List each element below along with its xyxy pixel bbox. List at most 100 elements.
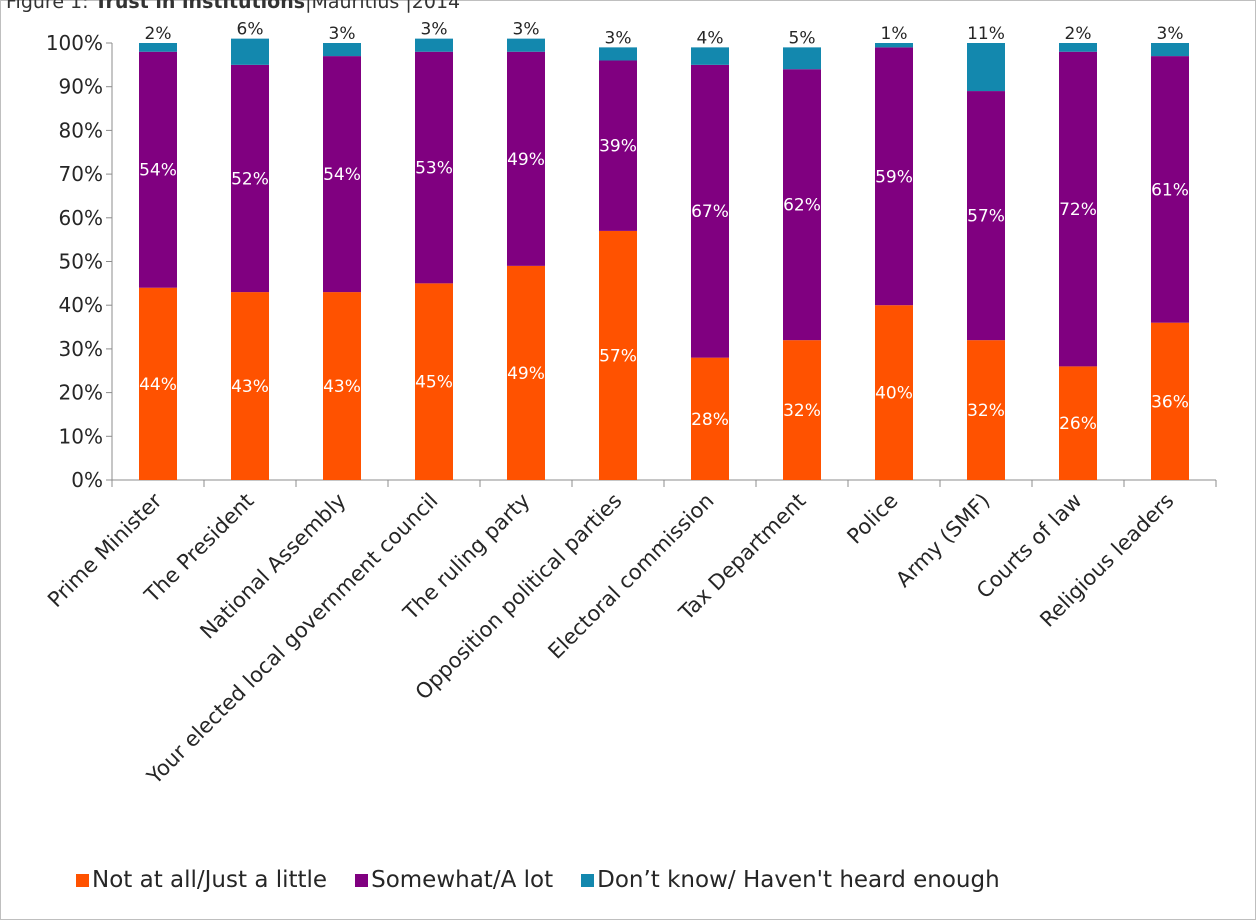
bar-segment xyxy=(783,340,821,480)
data-label: 54% xyxy=(139,161,177,181)
data-label: 1% xyxy=(881,24,908,44)
stacked-bar-chart: 0% 10% 20% 30% 40% 50% 60% 70% 80% 90% 100% 44% 54% 2… xyxy=(43,20,1217,789)
legend-label: Don’t know/ Haven't heard enough xyxy=(597,867,1000,893)
bar-segment xyxy=(875,43,913,48)
bar-segment xyxy=(1151,322,1189,480)
bar-segment xyxy=(507,38,545,52)
legend-label: Somewhat/A lot xyxy=(371,867,554,893)
bar-segment xyxy=(231,38,269,65)
bar-segment xyxy=(691,357,729,480)
data-label: 57% xyxy=(967,207,1005,227)
data-label: 53% xyxy=(415,159,453,179)
y-tick-label: 90% xyxy=(59,75,103,99)
data-label: 61% xyxy=(1151,180,1189,200)
y-tick-label: 50% xyxy=(59,250,103,274)
bar-segment xyxy=(1059,366,1097,480)
data-label: 59% xyxy=(875,167,913,187)
data-label: 3% xyxy=(421,20,448,40)
legend-swatch xyxy=(76,873,89,887)
data-label: 39% xyxy=(599,137,637,157)
figure-label: Figure 1: xyxy=(6,0,89,13)
figure-title-text: Trust in institutions xyxy=(94,0,306,13)
bar-segment xyxy=(691,64,729,358)
data-label: 2% xyxy=(1065,24,1092,44)
bar-segment xyxy=(967,91,1005,341)
data-label: 43% xyxy=(323,377,361,397)
y-tick-label: 70% xyxy=(59,162,103,186)
bar-segment xyxy=(231,292,269,480)
x-tick-label: Electoral commission xyxy=(543,489,718,664)
data-label: 6% xyxy=(237,20,264,40)
data-label: 49% xyxy=(507,364,545,384)
data-label: 49% xyxy=(507,150,545,170)
legend-label: Not at all/Just a little xyxy=(92,867,328,893)
bar-segment xyxy=(967,340,1005,480)
figure-subtitle: Mauritius xyxy=(311,0,400,13)
bar-segment xyxy=(415,38,453,52)
x-tick-label: Police xyxy=(842,489,902,549)
data-label: 5% xyxy=(789,28,816,48)
bar-segment xyxy=(599,47,637,61)
bar-segment xyxy=(691,47,729,65)
bar-segment xyxy=(1059,43,1097,52)
bar-segment xyxy=(415,283,453,480)
data-label: 28% xyxy=(691,410,729,430)
y-tick-label: 40% xyxy=(59,293,103,317)
data-label: 67% xyxy=(691,202,729,222)
bar-segment xyxy=(967,43,1005,92)
data-label: 26% xyxy=(1059,414,1097,434)
legend-swatch xyxy=(355,873,369,887)
data-label: 62% xyxy=(783,196,821,216)
data-label: 32% xyxy=(783,401,821,421)
figure-year: 2014 xyxy=(411,0,461,13)
bar-segment xyxy=(139,287,177,480)
data-label: 72% xyxy=(1059,200,1097,220)
bar-segment xyxy=(1151,43,1189,57)
bar-segment xyxy=(783,69,821,341)
bar-segment xyxy=(599,60,637,231)
y-tick-label: 80% xyxy=(59,118,103,142)
bar-segment xyxy=(783,47,821,70)
bar-segment xyxy=(507,51,545,266)
bar-segment xyxy=(231,64,269,293)
bar-segment xyxy=(875,47,913,306)
bar-segment xyxy=(323,43,361,57)
y-tick-label: 30% xyxy=(59,337,103,361)
y-tick-label: 0% xyxy=(71,468,103,492)
data-label: 44% xyxy=(139,375,177,395)
data-label: 2% xyxy=(145,24,172,44)
data-label: 4% xyxy=(697,28,724,48)
data-label: 40% xyxy=(875,384,913,404)
data-label: 52% xyxy=(231,169,269,189)
bar-segment xyxy=(323,56,361,293)
data-label: 3% xyxy=(605,28,632,48)
data-label: 54% xyxy=(323,165,361,185)
data-label: 3% xyxy=(1157,24,1184,44)
bar-segment xyxy=(599,230,637,480)
bar-segment xyxy=(875,305,913,480)
bar-segment xyxy=(323,292,361,480)
x-tick-label: Army (SMF) xyxy=(891,489,994,592)
y-tick-label: 10% xyxy=(59,424,103,448)
data-label: 11% xyxy=(967,24,1005,44)
legend-item: Not at all/Just a little xyxy=(76,867,327,893)
bar-segment xyxy=(139,51,177,288)
y-tick-label: 20% xyxy=(59,381,103,405)
bar-segment xyxy=(507,265,545,480)
legend-item: Don’t know/ Haven't heard enough xyxy=(581,867,1000,893)
data-label: 32% xyxy=(967,401,1005,421)
chart-legend: Not at all/Just a little Somewhat/A lot Do… xyxy=(76,867,1000,893)
data-label: 3% xyxy=(329,24,356,44)
data-label: 43% xyxy=(231,377,269,397)
figure-title: Figure 1: Trust in institutions|Mauritiu… xyxy=(6,0,460,12)
bar-segment xyxy=(415,51,453,284)
data-label: 57% xyxy=(599,346,637,366)
legend-swatch xyxy=(581,873,595,887)
legend-item: Somewhat/A lot xyxy=(355,867,553,893)
bar-segment xyxy=(1151,56,1189,323)
y-tick-label: 60% xyxy=(59,206,103,230)
data-label: 3% xyxy=(513,20,540,40)
data-label: 45% xyxy=(415,373,453,393)
data-label: 36% xyxy=(1151,392,1189,412)
